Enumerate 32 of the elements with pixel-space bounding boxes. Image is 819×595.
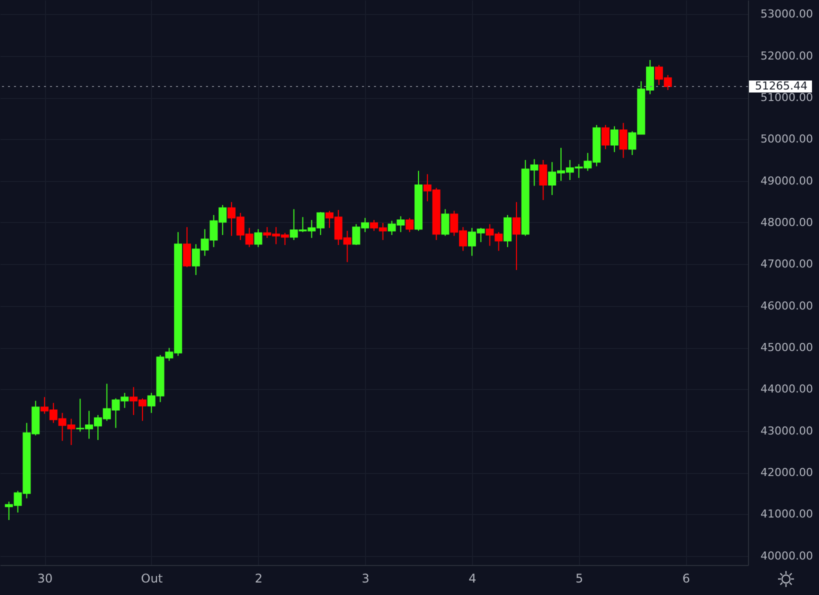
candlestick <box>610 126 618 153</box>
x-tick-label: 4 <box>468 572 476 586</box>
x-tick-label: 30 <box>37 572 53 586</box>
y-tick-label: 52000.00 <box>760 49 813 62</box>
candlestick <box>183 226 191 268</box>
candlestick <box>254 228 262 248</box>
candlestick <box>504 214 512 248</box>
y-tick-label: 42000.00 <box>760 466 813 479</box>
x-tick-label: Out <box>141 572 164 586</box>
y-tick-label: 41000.00 <box>760 508 813 521</box>
candlestick <box>441 208 450 236</box>
x-tick-label: 6 <box>682 572 690 586</box>
y-tick-label: 45000.00 <box>760 341 813 354</box>
x-tick-label: 5 <box>575 572 584 586</box>
y-tick-label: 46000.00 <box>760 299 813 312</box>
candlestick <box>602 124 610 150</box>
y-tick-label: 48000.00 <box>760 216 813 229</box>
x-tick-label: 2 <box>254 572 263 586</box>
y-tick-label: 50000.00 <box>760 132 813 146</box>
candlestick <box>512 202 520 270</box>
candlestick <box>619 122 628 158</box>
y-tick-label: 49000.00 <box>760 174 813 188</box>
y-tick-label: 47000.00 <box>760 258 813 271</box>
y-tick-label: 43000.00 <box>760 424 813 438</box>
y-tick-label: 40000.00 <box>760 549 813 562</box>
ref-line-label: 51265.44 <box>755 79 808 92</box>
y-tick-label: 51000.00 <box>760 91 813 104</box>
candlestick <box>539 160 548 200</box>
y-tick-label: 53000.00 <box>760 8 813 21</box>
x-tick-label: 3 <box>362 572 370 586</box>
y-tick-label: 44000.00 <box>760 382 813 396</box>
candlestick <box>406 217 414 233</box>
